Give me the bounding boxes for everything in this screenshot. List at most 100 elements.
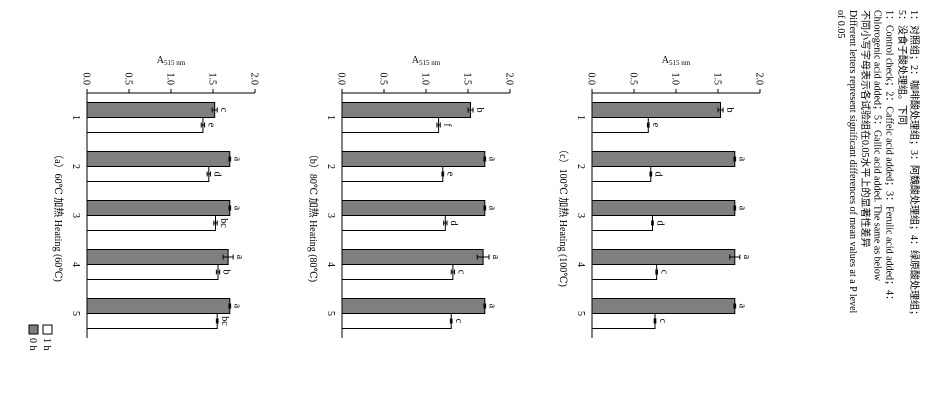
bar-series-1 (341, 151, 486, 167)
legend-label: 1 h (41, 338, 52, 351)
y-tick-label: 1.0 (165, 73, 176, 86)
chart-panel-3: 0.0 0.5 1.0 1.5 2.0 A515 nm b e 1 a d 2 a d 3 a c 4 a c 5 （c）… (557, 55, 765, 338)
bar-series-2 (341, 264, 454, 280)
y-tick-label: 1.0 (420, 73, 431, 86)
bar-series-2 (341, 313, 452, 329)
bar-series-1 (341, 200, 486, 216)
x-tick-label: 5 (575, 311, 586, 316)
x-tick-label: 5 (325, 311, 336, 316)
significance-letter: a (232, 206, 243, 211)
caption-line: 5：没食子酸处理组。下同 (896, 10, 909, 125)
y-tick-label: 0.5 (628, 73, 639, 86)
significance-letter: b (474, 108, 485, 113)
caption-line: 1：对照组；2：咖啡酸处理组；3：阿魏酸处理组；4：绿原酸处理组； (908, 10, 921, 320)
caption-line: Chlorogenic acid added；5：Gallic acid add… (871, 10, 882, 282)
bar-series-2 (591, 166, 652, 182)
x-tick-label: 3 (575, 213, 586, 218)
y-tick-label: 2.0 (504, 73, 515, 86)
y-tick-label: 2.0 (754, 73, 765, 86)
significance-letter: bc (218, 218, 229, 228)
bar-series-1 (86, 298, 231, 314)
significance-letter: b (221, 270, 232, 275)
significance-letter: d (654, 221, 665, 226)
y-tick-label: 0.0 (586, 73, 597, 86)
significance-letter: c (659, 270, 670, 275)
bar-series-1 (591, 102, 722, 118)
bar-series-1 (341, 298, 486, 314)
y-tick-label: 0.0 (336, 73, 347, 86)
bar-series-2 (591, 215, 653, 231)
x-tick-label: 4 (70, 262, 81, 267)
significance-letter: e (650, 123, 661, 128)
significance-letter: e (206, 123, 217, 128)
y-axis-label: A515 nm (662, 55, 691, 67)
caption-line: 不同小写字母表示各试验组在0.05水平上的显著性差异 (859, 10, 872, 248)
bar-series-2 (341, 215, 446, 231)
bar-series-2 (86, 264, 219, 280)
bar-series-2 (86, 166, 210, 182)
x-tick-label: 2 (575, 164, 586, 169)
y-tick-label: 0.5 (378, 73, 389, 86)
x-tick-label: 4 (325, 262, 336, 267)
caption: 1：对照组；2：咖啡酸处理组；3：阿魏酸处理组；4：绿原酸处理组；5：没食子酸处… (835, 10, 921, 320)
significance-letter: a (232, 304, 243, 309)
significance-letter: d (653, 172, 664, 177)
x-tick-label: 5 (70, 311, 81, 316)
x-tick-label: 2 (70, 164, 81, 169)
bar-series-1 (86, 200, 231, 216)
bar-series-1 (591, 249, 736, 265)
bar-series-2 (591, 117, 649, 133)
x-tick-label: 4 (575, 262, 586, 267)
significance-letter: c (456, 270, 467, 275)
bar-series-1 (86, 249, 229, 265)
caption-line: 1：Control check；2：Caffeic acid added；3：F… (884, 10, 895, 305)
x-tick-label: 1 (70, 115, 81, 120)
y-tick-label: 2.0 (249, 73, 260, 86)
x-tick-label: 2 (325, 164, 336, 169)
significance-letter: a (487, 304, 498, 309)
chart-panel-2: 0.0 0.5 1.0 1.5 2.0 A515 nm b f 1 a e 2 a d 3 a c 4 a c 5 （b）… (307, 55, 515, 338)
significance-letter: a (234, 255, 245, 260)
significance-letter: c (657, 319, 668, 324)
x-tick-label: 1 (325, 115, 336, 120)
significance-letter: f (441, 123, 452, 127)
y-tick-label: 0.5 (123, 73, 134, 86)
significance-letter: a (741, 255, 752, 260)
bar-series-2 (86, 215, 217, 231)
significance-letter: a (737, 304, 748, 309)
significance-letter: d (211, 172, 222, 177)
bar-series-2 (591, 313, 656, 329)
bar-series-1 (591, 151, 736, 167)
x-tick-label: 3 (325, 213, 336, 218)
y-tick-label: 1.5 (712, 73, 723, 86)
bar-series-2 (341, 117, 440, 133)
caption-line: Different letters represent significant … (847, 10, 858, 314)
significance-letter: d (448, 221, 459, 226)
significance-letter: a (487, 206, 498, 211)
y-tick-label: 0.0 (81, 73, 92, 86)
caption-line: of 0.05 (835, 10, 846, 38)
y-tick-label: 1.5 (462, 73, 473, 86)
bar-series-1 (341, 102, 472, 118)
y-axis-label: A515 nm (157, 55, 186, 67)
significance-letter: c (218, 108, 229, 113)
y-tick-label: 1.5 (207, 73, 218, 86)
bar-series-2 (86, 117, 204, 133)
significance-letter: a (737, 206, 748, 211)
panel-title: （c）100℃ 加热 Heating (100℃) (557, 144, 570, 287)
bar-series-1 (86, 151, 231, 167)
bar-series-2 (591, 264, 658, 280)
chart-panel-1: 0.0 0.5 1.0 1.5 2.0 A515 nm c e 1 a d 2 a bc 3 a b 4 a bc 5 （… (52, 55, 260, 338)
significance-letter: a (737, 157, 748, 162)
y-axis-label: A515 nm (412, 55, 441, 67)
legend-label: 0 h (27, 338, 38, 351)
significance-letter: e (445, 172, 456, 177)
significance-letter: a (232, 157, 243, 162)
panel-title: （b）80℃ 加热 Heating (80℃) (307, 149, 320, 282)
significance-letter: b (724, 108, 735, 113)
bar-series-2 (86, 313, 218, 329)
